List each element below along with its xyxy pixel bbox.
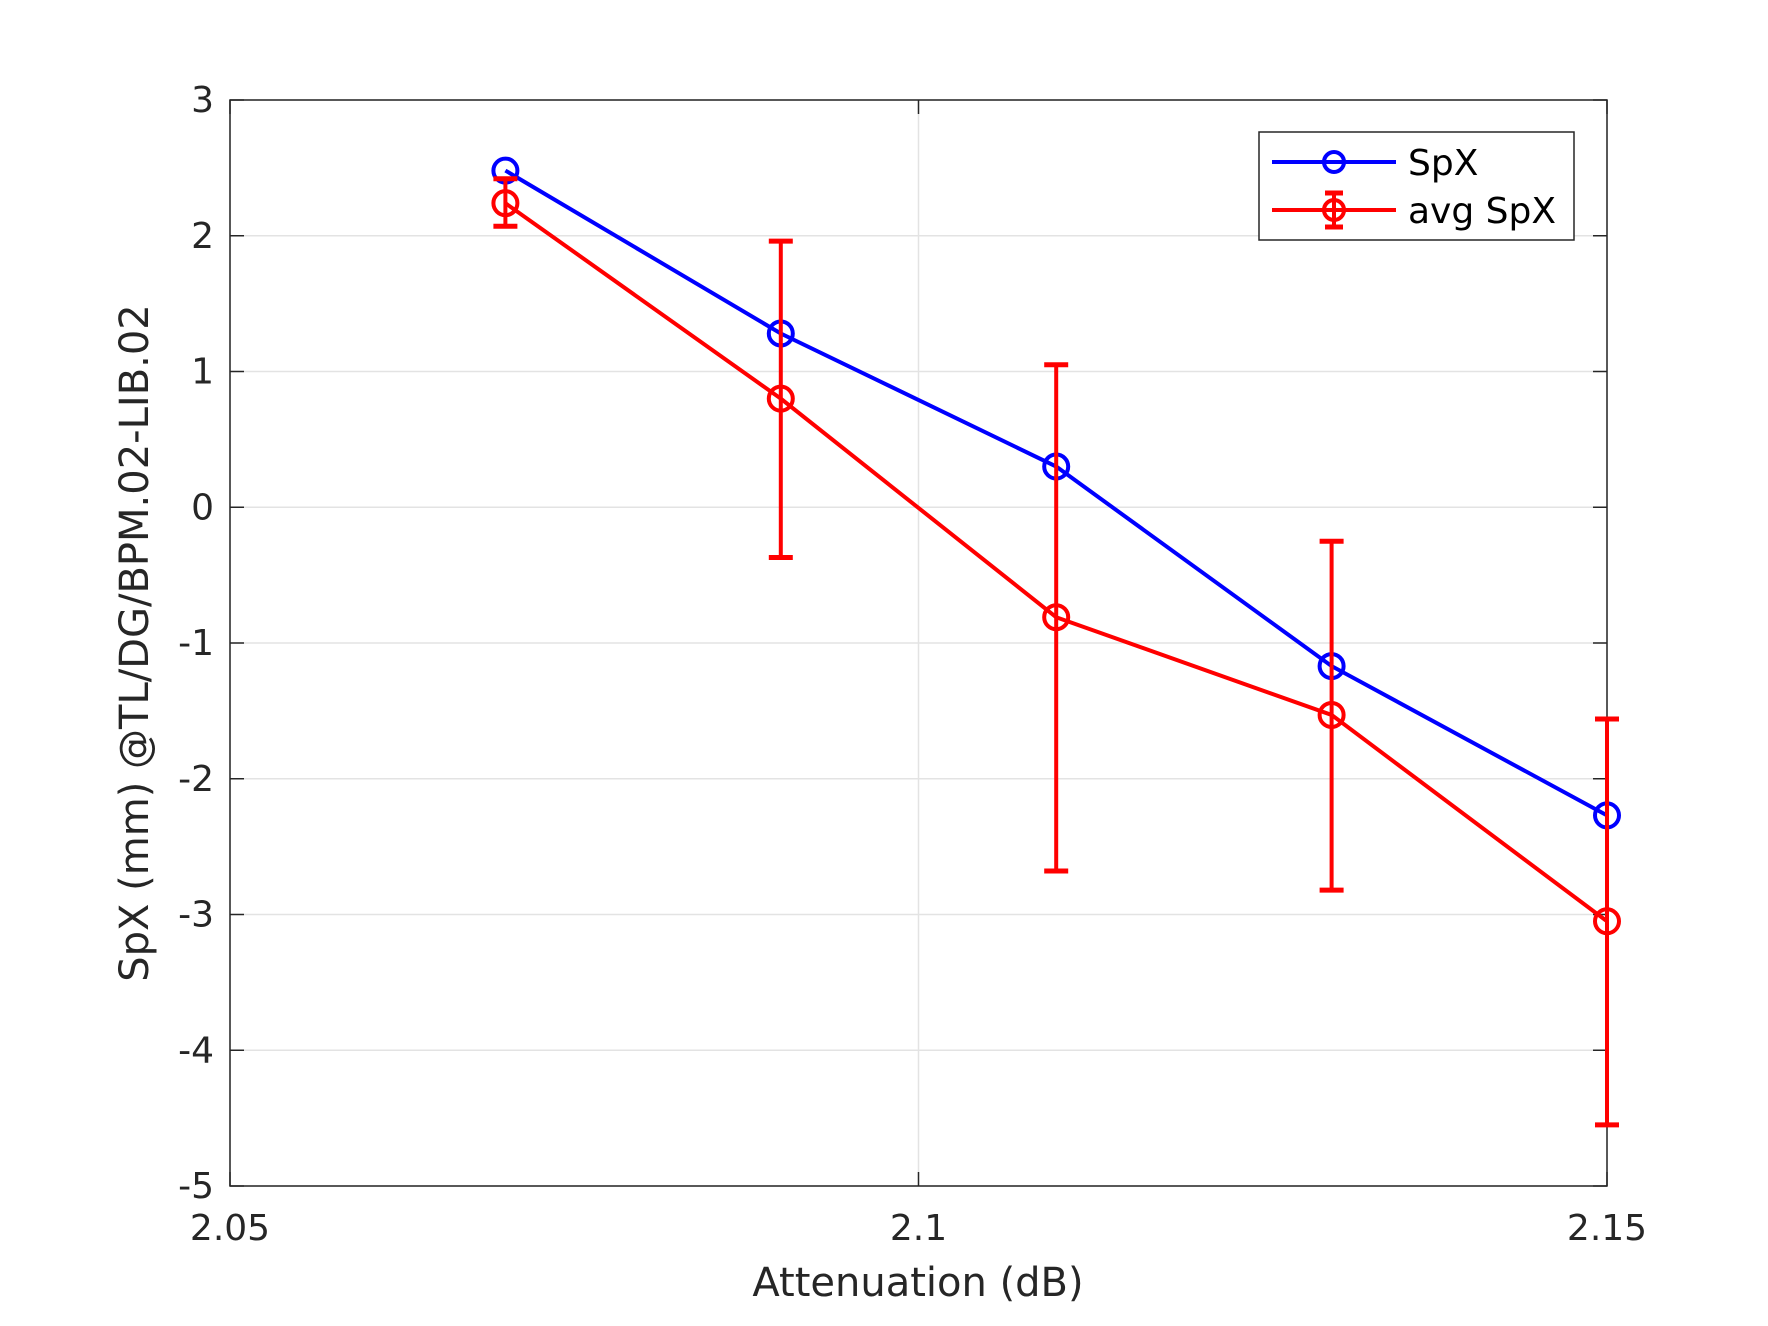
y-tick-label: 0	[191, 487, 214, 528]
legend-label-spx: SpX	[1408, 143, 1478, 184]
y-tick-label: 2	[191, 216, 214, 257]
data-point-avg-spx	[1042, 603, 1071, 632]
x-axis-label: Attenuation (dB)	[752, 1260, 1083, 1306]
y-tick-label: 3	[191, 80, 214, 121]
x-tick-label: 2.15	[1567, 1208, 1647, 1249]
x-tick-label: 2.1	[890, 1208, 947, 1249]
data-point-avg-spx	[491, 189, 520, 218]
grid	[229, 99, 1608, 1187]
legend-marker-avg-spx	[1322, 198, 1346, 222]
legend-marker-spx	[1322, 150, 1346, 174]
y-tick-label: -5	[178, 1166, 214, 1207]
ticks: -5 -4 -3 -2 -1 0 1 2 3 2.05 2.1 2.15	[178, 80, 1647, 1249]
y-tick-label: -2	[178, 759, 214, 800]
y-axis-label: SpX (mm) @TL/DG/BPM.02-LIB.02	[112, 304, 158, 981]
legend-label-avg-spx: avg SpX	[1408, 191, 1556, 232]
legend: SpX avg SpX	[1258, 131, 1575, 241]
y-tick-label: -1	[178, 623, 214, 664]
legend-box	[1258, 131, 1575, 241]
y-tick-label: 1	[191, 352, 214, 393]
y-tick-label: -3	[178, 895, 214, 936]
data-point-avg-spx	[766, 384, 795, 413]
x-tick-label: 2.05	[190, 1208, 270, 1249]
data-point-avg-spx	[1593, 907, 1621, 936]
data-point-avg-spx	[1317, 700, 1346, 729]
data-marks	[491, 156, 1621, 1128]
y-tick-label: -4	[178, 1030, 214, 1071]
